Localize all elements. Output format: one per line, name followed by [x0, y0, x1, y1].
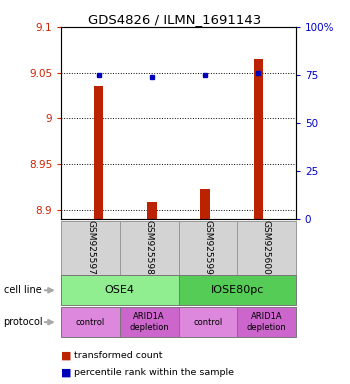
- Text: ■: ■: [61, 350, 72, 360]
- Text: GDS4826 / ILMN_1691143: GDS4826 / ILMN_1691143: [88, 13, 262, 26]
- Bar: [200, 189, 210, 219]
- Text: percentile rank within the sample: percentile rank within the sample: [74, 368, 233, 377]
- Text: ARID1A
depletion: ARID1A depletion: [246, 313, 286, 332]
- Bar: [147, 202, 157, 219]
- Text: control: control: [76, 318, 105, 327]
- Bar: [254, 59, 263, 219]
- Text: OSE4: OSE4: [105, 285, 135, 295]
- Text: control: control: [193, 318, 223, 327]
- Text: protocol: protocol: [4, 317, 43, 327]
- Text: ■: ■: [61, 367, 72, 377]
- Text: IOSE80pc: IOSE80pc: [210, 285, 264, 295]
- Bar: [94, 86, 103, 219]
- Text: ARID1A
depletion: ARID1A depletion: [129, 313, 169, 332]
- Text: GSM925598: GSM925598: [145, 220, 154, 275]
- Text: GSM925599: GSM925599: [203, 220, 212, 275]
- Text: cell line: cell line: [4, 285, 41, 295]
- Text: transformed count: transformed count: [74, 351, 162, 360]
- Text: GSM925597: GSM925597: [86, 220, 95, 275]
- Text: GSM925600: GSM925600: [262, 220, 271, 275]
